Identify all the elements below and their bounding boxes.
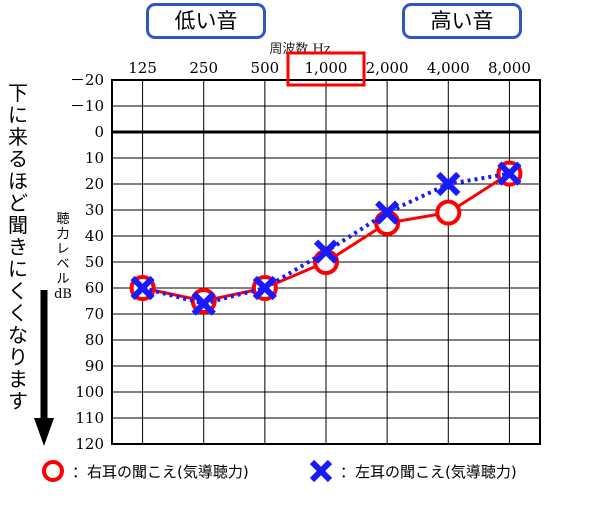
circle-marker-icon <box>42 460 64 482</box>
x-data-point <box>313 239 339 264</box>
y-tick-label: －20 <box>70 71 104 89</box>
y-tick-label: 80 <box>85 331 104 349</box>
legend-right-label: ：右耳の聞こえ(気導聴力) <box>72 462 249 481</box>
chart-series <box>129 160 523 316</box>
x-tick-label: 2,000 <box>366 59 409 77</box>
highlight-box <box>286 51 366 87</box>
y-tick-label: 60 <box>85 279 104 297</box>
x-marker-icon <box>309 459 333 483</box>
high-sound-label: 高い音 <box>402 3 522 39</box>
y-tick-labels: －20 －10 0 10 20 30 40 50 60 70 80 90 100 110 120 <box>70 71 104 453</box>
x-data-point <box>497 161 522 186</box>
y-tick-label: －10 <box>70 97 104 115</box>
y-tick-label: 0 <box>94 123 104 141</box>
x-data-point <box>252 275 277 301</box>
legend-right: ：右耳の聞こえ(気導聴力) <box>40 458 249 484</box>
y-tick-label: 20 <box>85 175 104 193</box>
legend-left: ：左耳の聞こえ(気導聴力) <box>308 458 517 484</box>
x-data-point <box>191 291 216 316</box>
side-note: 下に来るほど聞きにくくなります <box>8 81 28 413</box>
y-tick-label: 120 <box>75 435 104 453</box>
x-data-point <box>375 200 400 225</box>
y-tick-label: 70 <box>85 305 104 323</box>
circle-data-point <box>435 199 462 226</box>
x-tick-label: 4,000 <box>427 59 470 77</box>
y-tick-label: 30 <box>85 201 104 219</box>
x-tick-label: 1,000 <box>305 59 348 77</box>
y-tick-label: 100 <box>75 383 104 401</box>
y-tick-label: 10 <box>85 149 104 167</box>
x-data-point <box>436 171 461 197</box>
x-tick-label: 250 <box>189 59 218 77</box>
down-arrow-head <box>34 418 54 446</box>
y-tick-label: 50 <box>85 253 104 271</box>
legend-left-label: ：左耳の聞こえ(気導聴力) <box>340 462 517 481</box>
x-tick-label: 125 <box>128 59 157 77</box>
y-tick-label: 90 <box>85 357 104 375</box>
low-sound-label: 低い音 <box>146 3 266 39</box>
y-tick-label: 40 <box>85 227 104 245</box>
x-tick-label: 8,000 <box>488 59 531 77</box>
y-axis-title: 聴力レベル dB <box>54 212 72 302</box>
y-tick-label: 110 <box>75 409 104 427</box>
x-tick-labels: 125 250 500 1,000 2,000 4,000 8,000 <box>128 59 531 77</box>
x-data-point <box>130 275 155 301</box>
x-tick-label: 500 <box>251 59 280 77</box>
